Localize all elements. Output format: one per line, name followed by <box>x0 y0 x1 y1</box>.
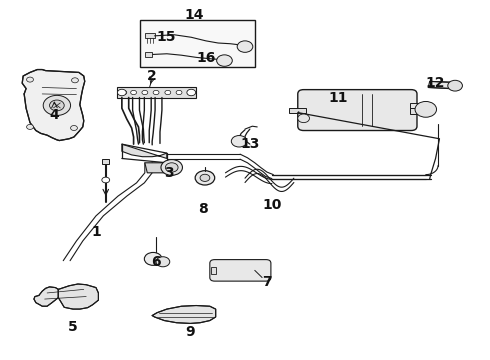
Circle shape <box>298 114 310 123</box>
Text: 4: 4 <box>49 108 59 122</box>
Text: 13: 13 <box>240 137 260 151</box>
Text: 8: 8 <box>198 202 208 216</box>
Polygon shape <box>410 108 425 114</box>
Polygon shape <box>34 287 58 306</box>
Polygon shape <box>152 306 216 323</box>
Circle shape <box>71 126 77 131</box>
Circle shape <box>131 90 137 95</box>
Circle shape <box>165 90 171 95</box>
Text: 7: 7 <box>262 275 272 289</box>
Circle shape <box>200 174 210 181</box>
Polygon shape <box>145 33 155 39</box>
Polygon shape <box>428 81 456 89</box>
Text: 3: 3 <box>165 166 174 180</box>
Text: 12: 12 <box>426 76 445 90</box>
FancyBboxPatch shape <box>298 90 417 131</box>
Text: 1: 1 <box>91 225 101 239</box>
Circle shape <box>156 257 170 267</box>
Polygon shape <box>211 267 216 274</box>
Text: 9: 9 <box>185 325 195 339</box>
Circle shape <box>121 90 127 95</box>
Polygon shape <box>102 159 109 164</box>
Text: 2: 2 <box>147 69 157 83</box>
Polygon shape <box>117 87 196 98</box>
Circle shape <box>448 80 463 91</box>
Circle shape <box>102 177 110 183</box>
Circle shape <box>72 78 78 83</box>
Circle shape <box>165 163 178 172</box>
Text: 15: 15 <box>156 30 175 44</box>
Polygon shape <box>145 52 152 57</box>
Bar <box>140 21 255 67</box>
Circle shape <box>49 100 64 111</box>
Circle shape <box>142 90 148 95</box>
Text: 6: 6 <box>151 256 161 270</box>
Circle shape <box>26 77 33 82</box>
Circle shape <box>153 90 159 95</box>
Polygon shape <box>410 103 425 108</box>
Polygon shape <box>289 108 306 113</box>
Text: 14: 14 <box>184 8 203 22</box>
Text: 10: 10 <box>262 198 282 212</box>
Circle shape <box>145 252 162 265</box>
Circle shape <box>26 125 33 130</box>
Circle shape <box>237 41 253 52</box>
Circle shape <box>187 89 196 96</box>
Circle shape <box>176 90 182 95</box>
Circle shape <box>217 55 232 66</box>
Circle shape <box>187 90 193 95</box>
Circle shape <box>231 135 247 147</box>
Text: 11: 11 <box>328 90 347 104</box>
Text: 5: 5 <box>68 320 78 334</box>
Polygon shape <box>58 284 98 309</box>
Polygon shape <box>145 163 169 173</box>
Circle shape <box>43 95 71 116</box>
Polygon shape <box>122 144 167 158</box>
Polygon shape <box>22 69 85 140</box>
FancyBboxPatch shape <box>210 260 271 281</box>
Circle shape <box>415 102 437 117</box>
Circle shape <box>118 89 126 96</box>
Text: 16: 16 <box>196 51 216 65</box>
Circle shape <box>161 159 182 175</box>
Circle shape <box>195 171 215 185</box>
